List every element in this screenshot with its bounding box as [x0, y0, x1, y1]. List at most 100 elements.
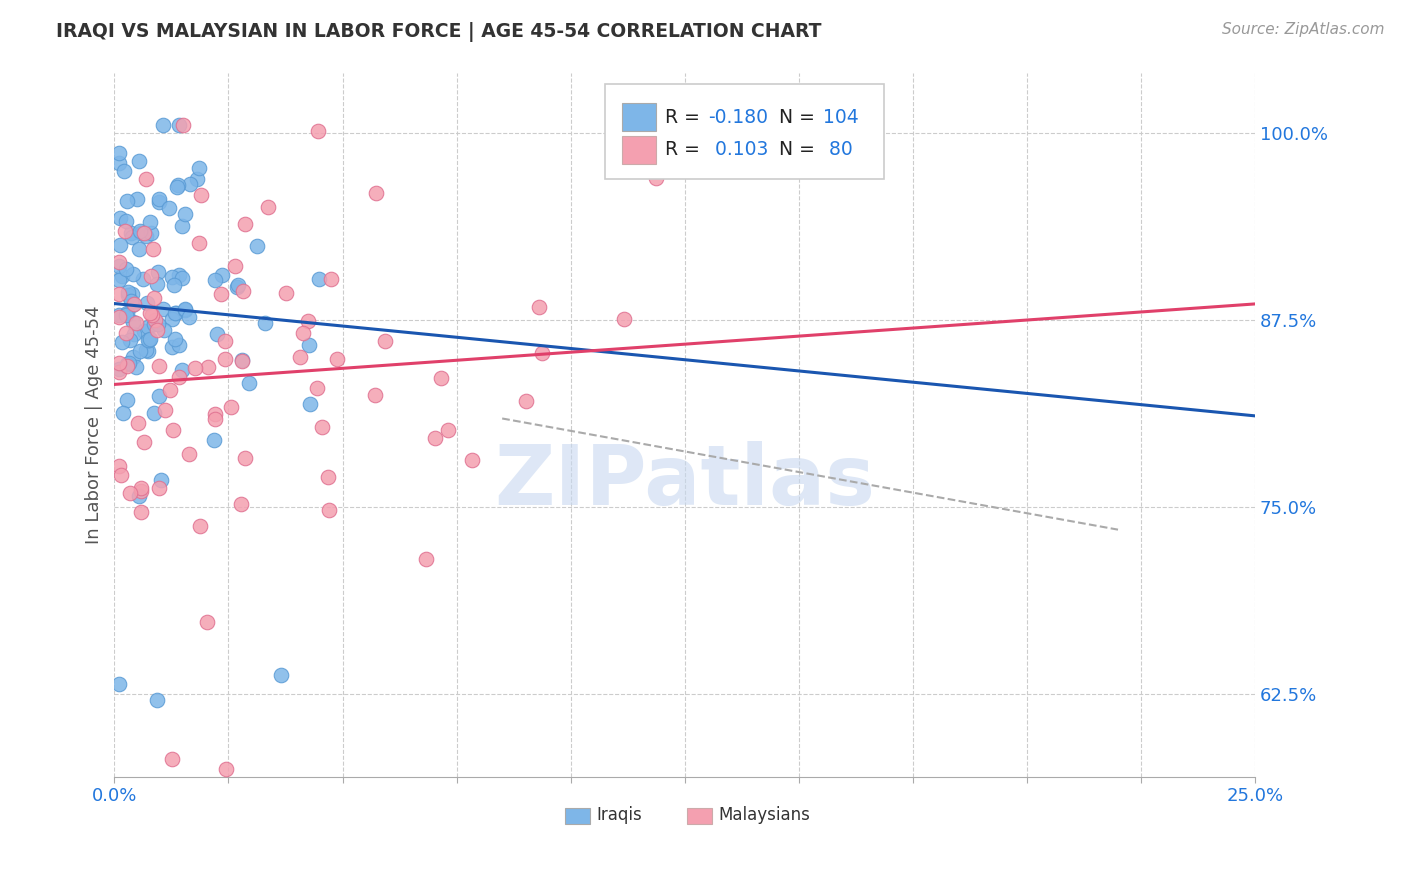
- Point: [170, 363, 193, 377]
- FancyBboxPatch shape: [565, 808, 591, 824]
- Point: [108, 273, 131, 287]
- Point: [111, 269, 134, 284]
- Point: [204, 434, 226, 448]
- Point: [159, 383, 181, 397]
- Point: [115, 308, 138, 322]
- Point: [190, 187, 212, 202]
- Point: [430, 370, 453, 384]
- Point: [129, 224, 152, 238]
- Point: [136, 333, 159, 347]
- Point: [232, 284, 254, 298]
- Point: [124, 326, 146, 341]
- Point: [167, 178, 190, 193]
- Point: [132, 226, 155, 240]
- Point: [141, 269, 163, 284]
- Point: [214, 352, 236, 367]
- Point: [141, 308, 163, 322]
- Point: [170, 219, 193, 233]
- Point: [115, 194, 138, 209]
- Point: [108, 237, 131, 252]
- Point: [288, 351, 311, 365]
- Point: [114, 214, 136, 228]
- Point: [291, 326, 314, 340]
- Point: [174, 301, 197, 316]
- FancyBboxPatch shape: [605, 84, 884, 178]
- Point: [254, 316, 277, 330]
- Text: 80: 80: [823, 140, 852, 159]
- Point: [138, 333, 160, 347]
- Point: [108, 459, 131, 474]
- Point: [169, 370, 191, 384]
- Point: [224, 259, 246, 273]
- Text: N =: N =: [779, 140, 821, 159]
- Text: N =: N =: [779, 108, 821, 127]
- Point: [231, 354, 253, 368]
- Text: Source: ZipAtlas.com: Source: ZipAtlas.com: [1222, 22, 1385, 37]
- Point: [197, 360, 219, 375]
- Point: [121, 286, 143, 301]
- Point: [112, 164, 135, 178]
- Point: [108, 155, 131, 169]
- Point: [128, 489, 150, 503]
- Point: [179, 310, 201, 324]
- Point: [307, 123, 329, 137]
- Point: [142, 242, 165, 256]
- Point: [120, 227, 142, 241]
- Point: [184, 360, 207, 375]
- Point: [177, 447, 200, 461]
- Point: [146, 693, 169, 707]
- Point: [114, 224, 136, 238]
- Point: [153, 403, 176, 417]
- Point: [121, 298, 143, 312]
- Text: ZIPatlas: ZIPatlas: [494, 441, 875, 522]
- Point: [135, 172, 157, 186]
- Point: [122, 267, 145, 281]
- Point: [204, 411, 226, 425]
- Point: [170, 270, 193, 285]
- Point: [132, 271, 155, 285]
- Point: [160, 340, 183, 354]
- Point: [374, 334, 396, 348]
- Point: [233, 450, 256, 465]
- Point: [149, 474, 172, 488]
- Point: [139, 227, 162, 241]
- Point: [165, 306, 187, 320]
- Point: [437, 423, 460, 437]
- Point: [297, 313, 319, 327]
- Point: [129, 505, 152, 519]
- Point: [162, 311, 184, 326]
- Point: [118, 486, 141, 500]
- Point: [129, 226, 152, 240]
- Text: Malaysians: Malaysians: [718, 806, 811, 824]
- Point: [136, 344, 159, 359]
- Point: [121, 230, 143, 244]
- Point: [188, 235, 211, 250]
- Point: [108, 145, 131, 160]
- Point: [160, 752, 183, 766]
- Point: [146, 277, 169, 291]
- Point: [108, 362, 131, 376]
- Point: [228, 278, 250, 293]
- Text: R =: R =: [665, 140, 706, 159]
- Point: [152, 119, 174, 133]
- Text: R =: R =: [665, 108, 706, 127]
- Point: [225, 280, 247, 294]
- Point: [167, 338, 190, 352]
- Point: [148, 317, 170, 331]
- Point: [112, 405, 135, 419]
- Point: [173, 302, 195, 317]
- Point: [211, 268, 233, 283]
- Point: [311, 420, 333, 434]
- Point: [270, 668, 292, 682]
- Point: [120, 294, 142, 309]
- Point: [115, 306, 138, 320]
- Point: [246, 239, 269, 253]
- Point: [186, 172, 208, 186]
- Point: [205, 326, 228, 341]
- Point: [162, 424, 184, 438]
- Point: [118, 355, 141, 369]
- Point: [142, 291, 165, 305]
- Point: [115, 393, 138, 408]
- Text: -0.180: -0.180: [709, 108, 769, 127]
- Point: [148, 192, 170, 206]
